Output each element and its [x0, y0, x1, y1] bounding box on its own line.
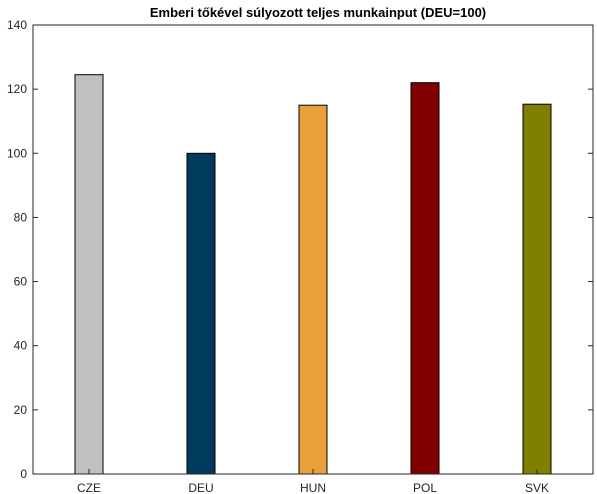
bar-cze [74, 74, 104, 475]
y-tick-label: 40 [14, 339, 28, 353]
bars-group [74, 74, 552, 475]
bar-hun [298, 104, 328, 475]
y-tick-label: 20 [14, 403, 28, 417]
chart-title: Emberi tőkével súlyozott teljes munkainp… [150, 5, 486, 20]
y-tick-label: 0 [20, 467, 27, 481]
x-tick-label: DEU [188, 481, 213, 494]
y-tick-label: 60 [14, 275, 28, 289]
x-tick-label: HUN [300, 481, 326, 494]
y-tick-label: 100 [7, 146, 27, 160]
x-tick-label: SVK [525, 481, 549, 494]
bar-pol [410, 82, 440, 475]
x-tick-label: POL [413, 481, 437, 494]
plot-frame [32, 24, 594, 475]
y-tick-label: 140 [7, 18, 27, 32]
x-axis-ticks: CZE DEU HUN POL SVK [77, 469, 549, 494]
x-tick-label: CZE [77, 481, 101, 494]
y-tick-label: 80 [14, 210, 28, 224]
y-tick-label: 120 [7, 82, 27, 96]
y-axis-ticks: 0 20 40 60 80 100 120 140 [7, 18, 593, 481]
bar-deu [186, 152, 216, 475]
bar-svk [522, 103, 552, 475]
